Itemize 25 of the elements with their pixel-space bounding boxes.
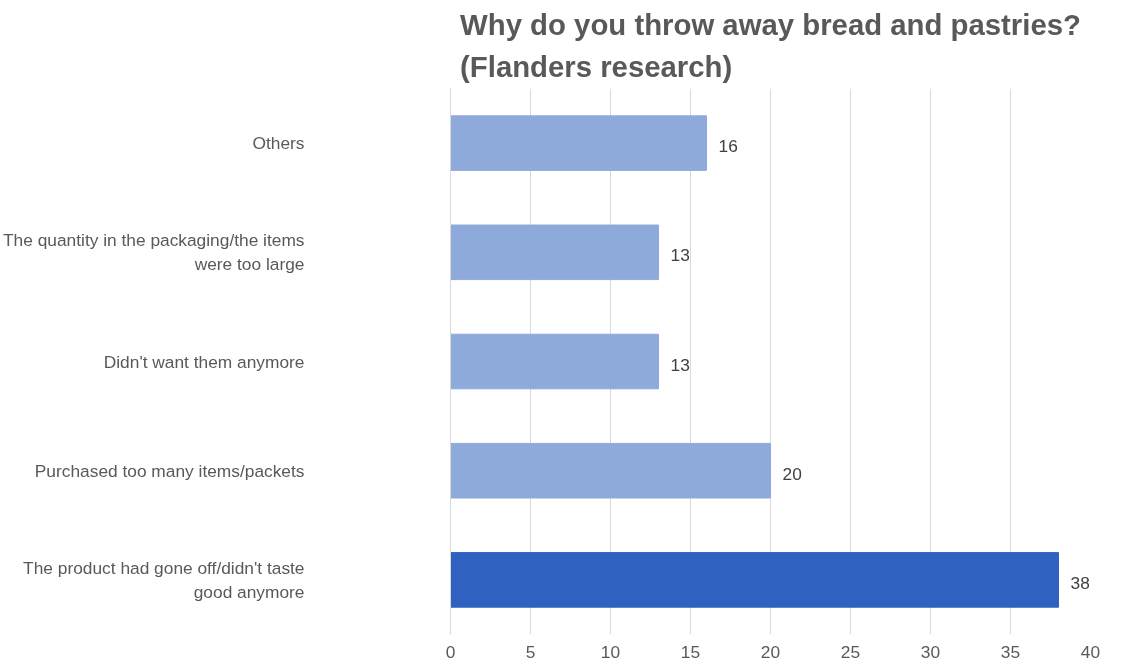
data-label: 16 xyxy=(718,136,738,157)
bar xyxy=(450,552,1059,608)
x-tick-label: 30 xyxy=(920,641,941,662)
y-tick-label: Didn't want them anymore xyxy=(103,351,305,372)
x-tick-label: 25 xyxy=(840,641,861,662)
x-tick-label: 40 xyxy=(1080,641,1101,662)
bar xyxy=(450,442,771,499)
bar xyxy=(450,115,707,171)
y-tick-label: Purchased too many items/packets xyxy=(34,460,305,481)
bar xyxy=(450,333,659,390)
y-tick-label: The quantity in the packaging/the items were too large xyxy=(3,230,305,275)
data-label: 13 xyxy=(670,245,690,266)
data-label: 38 xyxy=(1070,572,1090,593)
data-label: 13 xyxy=(670,354,690,375)
x-tick-label: 10 xyxy=(600,641,621,662)
x-tick-label: 20 xyxy=(760,641,781,662)
x-tick-label: 35 xyxy=(1000,641,1021,662)
chart-title: Why do you throw away bread and pastries? (Flanders research) xyxy=(460,7,1081,84)
data-label: 20 xyxy=(782,463,802,484)
bar xyxy=(450,224,659,281)
y-tick-label: The product had gone off/didn't taste good anymore xyxy=(23,557,305,602)
x-tick-label: 5 xyxy=(525,641,536,662)
x-tick-label: 15 xyxy=(680,641,701,662)
x-tick-label: 0 xyxy=(445,641,456,662)
y-tick-label: Others xyxy=(252,133,305,154)
